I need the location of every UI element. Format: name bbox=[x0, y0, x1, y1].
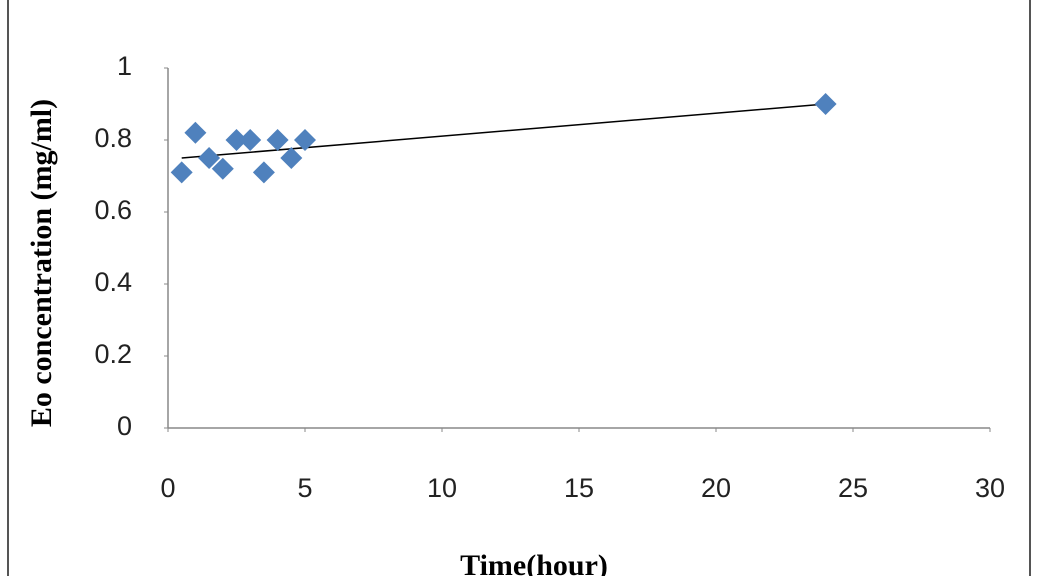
chart-frame bbox=[7, 0, 1031, 576]
x-tick-label: 5 bbox=[297, 473, 312, 503]
trendline bbox=[181, 103, 826, 159]
y-axis-title: Eo concentration (mg/ml) bbox=[25, 99, 58, 427]
point bbox=[266, 129, 289, 151]
point bbox=[225, 129, 248, 151]
y-tick-label: 1 bbox=[117, 51, 132, 81]
point bbox=[211, 157, 234, 180]
y-tick-label: 0.4 bbox=[94, 267, 132, 297]
x-axis-title: Time(hour) bbox=[460, 549, 608, 576]
y-tick-label: 0.6 bbox=[94, 195, 132, 225]
point bbox=[294, 129, 316, 151]
point bbox=[252, 161, 275, 184]
y-tick-label: 0 bbox=[117, 411, 132, 441]
x-tick-label: 15 bbox=[564, 473, 594, 503]
point bbox=[170, 161, 193, 184]
point bbox=[184, 121, 207, 144]
x-tick-label: 20 bbox=[701, 473, 731, 503]
point bbox=[198, 147, 221, 169]
x-tick-label: 25 bbox=[838, 473, 868, 503]
x-tick-label: 0 bbox=[160, 473, 175, 503]
point bbox=[239, 129, 262, 151]
point bbox=[814, 93, 837, 115]
y-tick-label: 0.8 bbox=[94, 123, 132, 153]
y-tick-label: 0.2 bbox=[94, 339, 132, 369]
point bbox=[280, 147, 303, 169]
x-tick-label: 10 bbox=[427, 473, 457, 503]
x-tick-label: 30 bbox=[975, 473, 1005, 503]
